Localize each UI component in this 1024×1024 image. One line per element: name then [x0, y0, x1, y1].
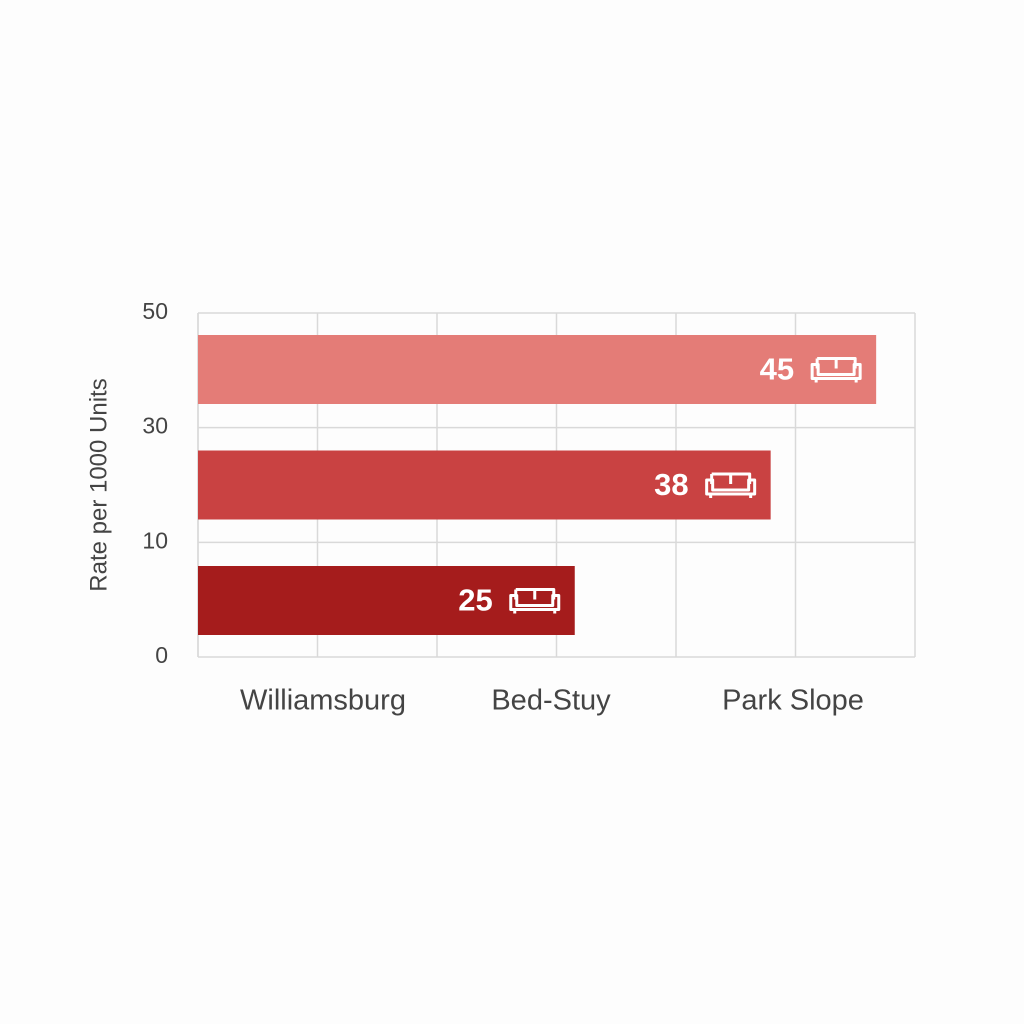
sofa-icon — [705, 472, 757, 498]
value-label: 38 — [654, 467, 688, 502]
y-tick-label: 0 — [155, 642, 168, 668]
x-tick-label: Park Slope — [722, 685, 864, 717]
value-label: 45 — [760, 352, 794, 387]
value-label: 25 — [458, 583, 492, 618]
y-tick-label: 10 — [142, 527, 168, 553]
sofa-icon — [810, 357, 862, 383]
y-tick-label: 50 — [142, 298, 168, 324]
x-tick-label: Bed-Stuy — [491, 685, 611, 717]
sofa-icon — [509, 588, 561, 614]
y-axis-label: Rate per 1000 Units — [85, 378, 112, 591]
x-tick-label: Williamsburg — [240, 685, 406, 717]
bar — [198, 450, 771, 520]
y-tick-label: 30 — [142, 413, 168, 439]
bar — [198, 335, 877, 404]
